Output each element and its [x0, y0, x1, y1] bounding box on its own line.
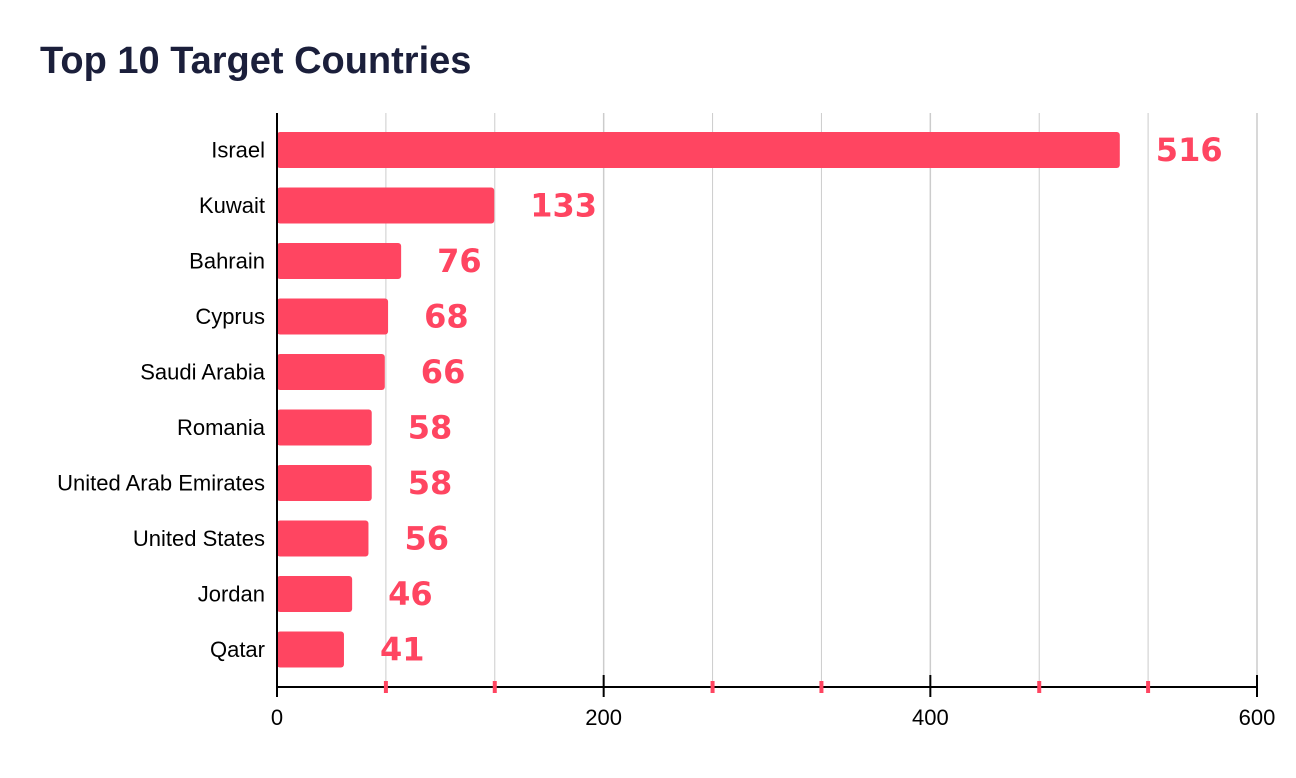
- bar: [277, 132, 1120, 168]
- category-label: Israel: [211, 138, 265, 163]
- axes: [276, 113, 1258, 697]
- grid-lines: [385, 113, 1258, 687]
- data-label: 58: [408, 464, 453, 502]
- data-label: 66: [421, 353, 466, 391]
- category-label: Cyprus: [195, 304, 265, 329]
- data-label: 133: [530, 187, 597, 225]
- x-tick-label: 200: [585, 705, 622, 730]
- category-label: Saudi Arabia: [140, 360, 266, 385]
- category-label: United States: [133, 526, 265, 551]
- category-label: Kuwait: [199, 193, 265, 218]
- bar: [277, 576, 353, 612]
- data-label: 76: [437, 242, 482, 280]
- data-label: 68: [424, 298, 469, 336]
- category-label: United Arab Emirates: [57, 471, 265, 496]
- category-label: Jordan: [198, 582, 265, 607]
- category-label: Bahrain: [189, 249, 265, 274]
- x-tick-label: 600: [1239, 705, 1276, 730]
- category-label: Romania: [177, 415, 266, 440]
- bars: [277, 132, 1120, 668]
- data-label: 516: [1156, 131, 1223, 169]
- category-label: Qatar: [210, 637, 265, 662]
- bar: [277, 631, 344, 668]
- bar: [277, 409, 372, 446]
- data-label: 56: [404, 520, 449, 558]
- x-tick-label: 0: [271, 705, 283, 730]
- data-label: 41: [380, 631, 425, 669]
- data-label: 46: [388, 575, 433, 613]
- bar: [277, 354, 385, 390]
- bar: [277, 520, 369, 557]
- chart-title: Top 10 Target Countries: [40, 40, 472, 82]
- bar: [277, 187, 495, 224]
- data-label: 58: [408, 409, 453, 447]
- x-tick-label: 400: [912, 705, 949, 730]
- bar: [277, 298, 389, 335]
- bar: [277, 465, 372, 501]
- labels: Israel 516 Kuwait 133 Bahrain 76 Cyprus 68 Saudi…: [57, 131, 1275, 730]
- bar: [277, 243, 402, 279]
